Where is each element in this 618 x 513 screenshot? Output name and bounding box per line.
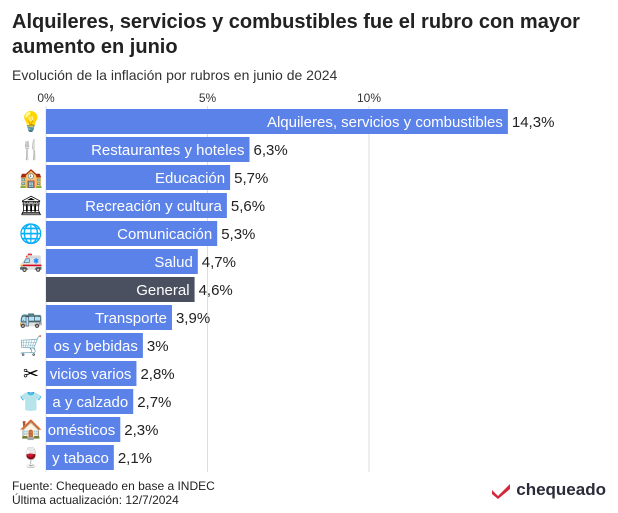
x-tick-label: 5% [199, 91, 217, 105]
bar-category-label: Comunicación [117, 226, 212, 243]
bar-category-label: Alquileres, servicios y combustibles [267, 114, 503, 131]
chart-title: Alquileres, servicios y combustibles fue… [12, 11, 580, 58]
bar [46, 193, 227, 218]
fork-knife-icon: 🍴 [19, 138, 43, 161]
bar-value-label: 3,9% [176, 310, 210, 327]
footer: Fuente: Chequeado en base a INDEC Última… [12, 479, 215, 507]
lightbulb-icon: 💡 [19, 110, 43, 133]
bar-category-label: os y bebidas [54, 338, 138, 355]
bar-category-label: Salud [154, 254, 192, 271]
bar [46, 165, 231, 190]
bar [46, 109, 508, 134]
bar-value-label: 4,6% [199, 282, 233, 299]
bar-value-label: 6,3% [253, 142, 287, 159]
x-tick-label: 10% [357, 91, 381, 105]
bar-category-label: y tabaco [52, 450, 109, 467]
chequeado-logo[interactable]: chequeado [490, 480, 606, 500]
bar-category-label: omésticos [48, 422, 116, 439]
bar [46, 445, 114, 470]
chart-subtitle: Evolución de la inflación por rubros en … [12, 67, 338, 83]
bar [46, 137, 250, 162]
bar-value-label: 4,7% [202, 254, 236, 271]
logo-text: chequeado [516, 480, 606, 499]
wine-glass-icon: 🍷 [19, 446, 43, 469]
bar [46, 417, 121, 442]
scissors-icon: ✂ [23, 364, 39, 385]
bus-icon: 🚌 [19, 308, 43, 329]
bar-value-label: 2,7% [137, 394, 171, 411]
bar [46, 221, 218, 246]
bar-value-label: 3% [147, 338, 169, 355]
bar [46, 333, 143, 358]
bar [46, 361, 137, 386]
chequeado-logo-icon [492, 484, 511, 499]
bar-value-label: 5,3% [221, 226, 255, 243]
bar-category-label: Educación [155, 170, 225, 187]
house-icon: 🏠 [19, 419, 43, 441]
bar [46, 389, 134, 414]
shopping-cart-icon: 🛒 [19, 334, 43, 357]
bar-category-label: vicios varios [50, 366, 132, 383]
museum-icon: 🏛 [19, 195, 43, 217]
bar-value-label: 5,6% [231, 198, 265, 215]
tshirt-icon: 👕 [19, 391, 43, 413]
bar-category-label: a y calzado [52, 394, 128, 411]
bar [46, 277, 195, 302]
bar [46, 305, 172, 330]
bar [46, 249, 198, 274]
school-icon: 🏫 [19, 168, 43, 189]
bar-value-label: 5,7% [234, 170, 268, 187]
x-tick-label: 0% [37, 91, 55, 105]
bar-category-label: General [136, 282, 189, 299]
bar-category-label: Recreación y cultura [85, 198, 222, 215]
bar-category-label: Transporte [95, 310, 167, 327]
source-note: Fuente: Chequeado en base a INDEC [12, 479, 215, 493]
bar-chart: 0% 5% 10% Alquileres, servicios y combustib… [19, 91, 555, 472]
bar-category-label: Restaurantes y hoteles [91, 142, 244, 159]
bar-value-label: 14,3% [512, 114, 555, 131]
bar-value-label: 2,3% [124, 422, 158, 439]
bar-value-label: 2,1% [118, 450, 152, 467]
ambulance-icon: 🚑 [19, 252, 43, 273]
bar-value-label: 2,8% [140, 366, 174, 383]
globe-icon: 🌐 [19, 222, 43, 245]
update-note: Última actualización: 12/7/2024 [12, 493, 179, 507]
